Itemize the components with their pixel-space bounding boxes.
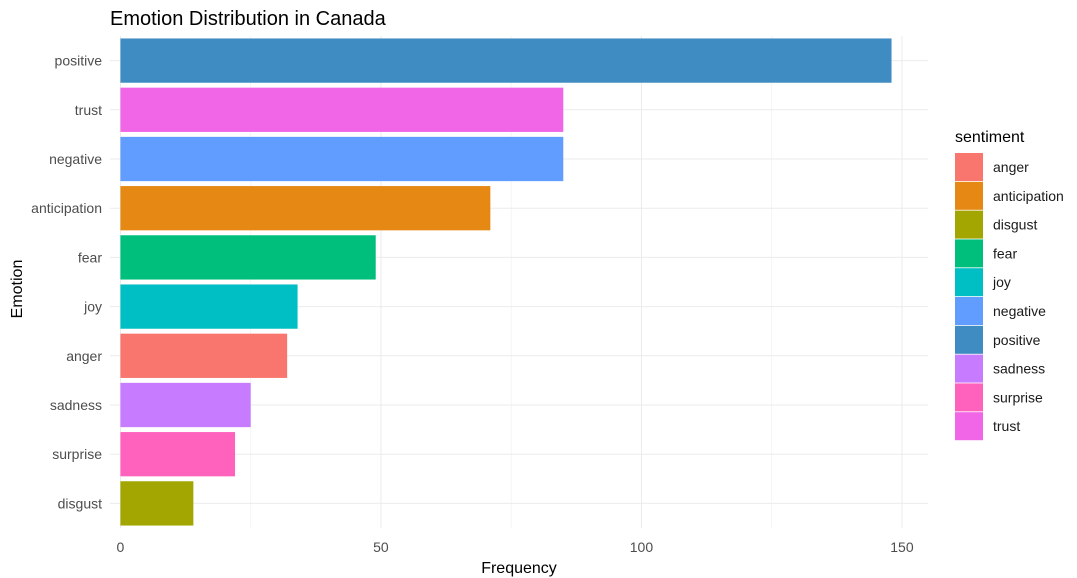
bar-anger xyxy=(120,333,288,378)
legend-label-surprise: surprise xyxy=(993,389,1043,405)
legend-label-anticipation: anticipation xyxy=(993,188,1064,204)
legend-label-fear: fear xyxy=(993,245,1017,261)
x-axis-tick-labels: 0 50 100 150 xyxy=(117,539,914,555)
legend-swatch-sadness xyxy=(955,354,983,383)
bar-surprise xyxy=(120,432,236,477)
bar-negative xyxy=(120,136,564,182)
legend-swatch-surprise xyxy=(955,383,983,412)
legend-swatch-joy xyxy=(955,268,983,297)
legend-swatch-fear xyxy=(955,239,983,268)
y-axis-tick-labels: positive trust negative anticipation fear joy… xyxy=(31,53,102,512)
chart-title: Emotion Distribution in Canada xyxy=(110,8,387,30)
legend: sentiment anger anticipation disgust fear jo… xyxy=(955,129,1064,441)
y-tick-label-anger: anger xyxy=(66,348,102,364)
bar-joy xyxy=(120,284,298,329)
y-tick-label-positive: positive xyxy=(55,53,103,69)
bar-fear xyxy=(120,235,376,280)
x-tick-label: 50 xyxy=(373,539,389,555)
bar-trust xyxy=(120,87,564,132)
y-tick-label-joy: joy xyxy=(83,299,102,315)
y-tick-label-sadness: sadness xyxy=(50,397,102,413)
legend-label-disgust: disgust xyxy=(993,217,1037,233)
y-tick-label-fear: fear xyxy=(78,249,102,265)
bar-disgust xyxy=(120,481,194,526)
legend-label-positive: positive xyxy=(993,332,1041,348)
x-tick-label: 100 xyxy=(630,539,654,555)
legend-title: sentiment xyxy=(955,129,1025,146)
legend-items: anger anticipation disgust fear joy negative p… xyxy=(955,153,1064,441)
x-tick-label: 150 xyxy=(890,539,914,555)
legend-swatch-disgust xyxy=(955,210,983,239)
bar-positive xyxy=(120,38,892,83)
x-axis-title: Frequency xyxy=(481,560,557,577)
y-tick-label-disgust: disgust xyxy=(58,495,102,511)
y-tick-label-anticipation: anticipation xyxy=(31,200,102,216)
bar-sadness xyxy=(120,382,251,428)
legend-label-trust: trust xyxy=(993,418,1020,434)
y-tick-label-trust: trust xyxy=(75,102,102,118)
bar-anticipation xyxy=(120,186,491,231)
y-tick-label-surprise: surprise xyxy=(52,446,102,462)
legend-label-anger: anger xyxy=(993,159,1029,175)
legend-label-joy: joy xyxy=(992,274,1011,290)
y-axis-title: Emotion xyxy=(9,260,26,319)
bars xyxy=(120,38,892,526)
legend-swatch-positive xyxy=(955,325,983,354)
legend-swatch-trust xyxy=(955,412,983,441)
legend-swatch-anticipation xyxy=(955,181,983,210)
legend-swatch-anger xyxy=(955,153,983,181)
y-tick-label-negative: negative xyxy=(49,151,102,167)
legend-label-sadness: sadness xyxy=(993,361,1045,377)
legend-label-negative: negative xyxy=(993,303,1046,319)
x-tick-label: 0 xyxy=(117,539,125,555)
legend-swatch-negative xyxy=(955,297,983,325)
